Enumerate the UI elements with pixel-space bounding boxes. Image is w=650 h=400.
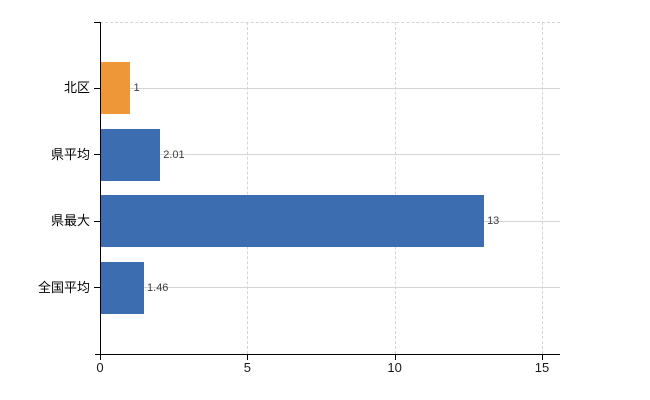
- bar-value-label: 13: [487, 215, 500, 228]
- x-axis-tick: [100, 354, 101, 360]
- x-tick-label: 0: [96, 360, 104, 375]
- bar: [101, 261, 145, 314]
- y-axis-tick: [94, 220, 100, 222]
- vertical-gridline: [247, 22, 249, 354]
- y-axis-top-tick: [94, 22, 100, 23]
- horizontal-gridline: [100, 154, 560, 156]
- category-label: 全国平均: [37, 279, 90, 295]
- vertical-gridline: [542, 22, 543, 354]
- y-axis-tick: [94, 287, 100, 289]
- x-axis-tick: [542, 354, 543, 360]
- bar-value-label: 2.01: [163, 148, 185, 161]
- y-axis-line: [100, 22, 101, 359]
- bar: [101, 62, 131, 115]
- horizontal-gridline: [100, 87, 560, 89]
- x-tick-label: 15: [534, 360, 550, 375]
- category-label: 県平均: [50, 146, 90, 162]
- bar: [101, 195, 485, 248]
- category-label: 北区: [63, 80, 90, 96]
- horizontal-gridline: [100, 287, 560, 289]
- x-axis-tick: [394, 354, 396, 360]
- bar: [101, 128, 161, 181]
- y-axis-tick: [94, 154, 100, 156]
- bar-value-label: 1.46: [147, 281, 169, 294]
- y-axis-tick: [94, 87, 100, 89]
- bar-value-label: 1: [133, 82, 140, 95]
- x-axis-tick: [247, 354, 249, 360]
- plot-top-border: [100, 22, 560, 23]
- x-tick-label: 10: [387, 360, 402, 375]
- x-axis-line: [95, 354, 560, 355]
- category-label: 県最大: [50, 213, 90, 229]
- vertical-gridline: [394, 22, 396, 354]
- x-tick-label: 5: [243, 360, 251, 375]
